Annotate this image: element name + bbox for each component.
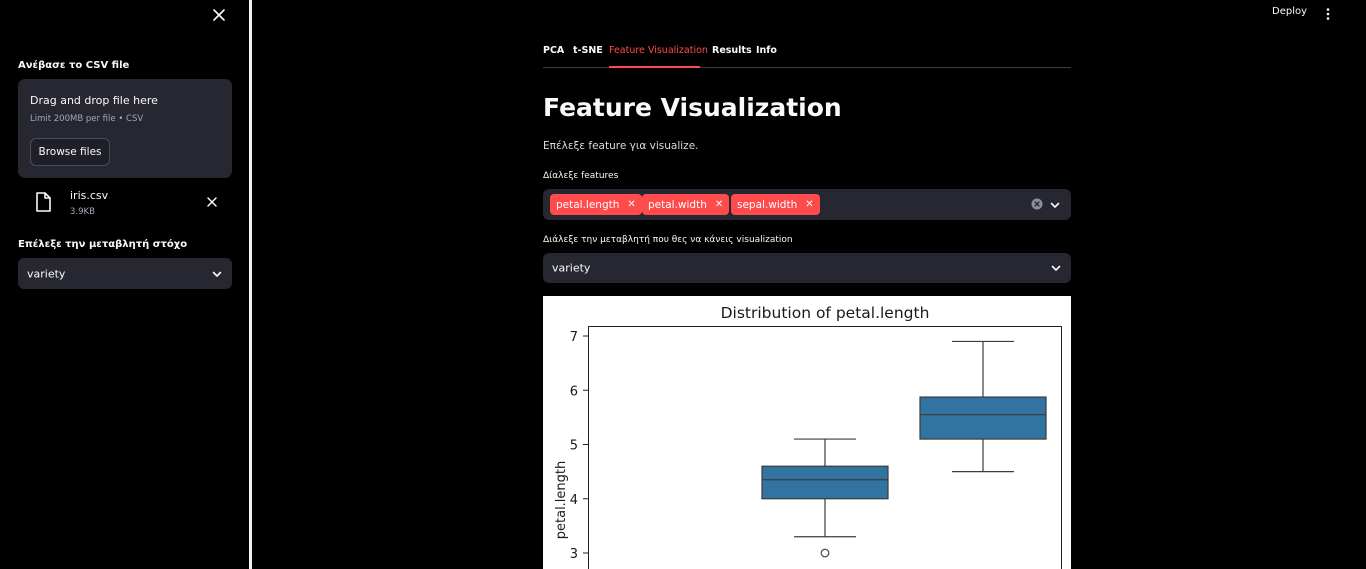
boxplot-chart: Distribution of petal.length petal.lengt…	[554, 304, 1062, 569]
main-menu-icon[interactable]	[1322, 6, 1334, 22]
tab-pca[interactable]: PCA	[543, 45, 565, 56]
tab-feature-visualization[interactable]: Feature Visualization	[609, 45, 708, 56]
tab-info[interactable]: Info	[756, 45, 777, 56]
features-multiselect[interactable]: petal.length ✕ petal.width ✕ sepal.width…	[543, 189, 1071, 220]
y-tick-label: 5	[570, 439, 578, 454]
outlier-point	[820, 548, 830, 558]
remove-file-icon[interactable]	[205, 195, 219, 209]
tab-tsne[interactable]: t-SNE	[573, 45, 603, 56]
sidebar-divider[interactable]	[249, 0, 252, 569]
target-label: Επέλεξε την μεταβλητή στόχο	[18, 239, 188, 250]
box	[761, 465, 889, 500]
dropzone-limit: Limit 200MB per file • CSV	[30, 114, 144, 124]
target-select-value: variety	[27, 267, 66, 280]
close-sidebar-icon[interactable]	[210, 6, 228, 24]
tab-results[interactable]: Results	[712, 45, 752, 56]
chevron-down-icon	[212, 271, 222, 277]
y-tick-label: 4	[570, 493, 578, 508]
target-select[interactable]: variety	[18, 258, 232, 289]
uploaded-file: iris.csv 3.9KB	[18, 186, 232, 222]
upload-label: Ανέβασε το CSV file	[18, 60, 130, 71]
features-label: Δίαλεξε features	[543, 171, 619, 181]
box	[919, 396, 1047, 440]
chevron-down-icon	[1051, 265, 1061, 271]
boxplot-figure: Distribution of petal.length petal.lengt…	[543, 296, 1071, 569]
tab-bar: PCA t-SNE Feature Visualization Results …	[543, 40, 1071, 68]
y-tick-label: 7	[570, 330, 578, 345]
page-title: Feature Visualization	[543, 93, 842, 122]
sidebar: Ανέβασε το CSV file Drag and drop file h…	[0, 0, 249, 569]
clear-all-icon[interactable]	[1031, 198, 1043, 210]
feature-chip: sepal.width ✕	[731, 194, 820, 215]
file-size: 3.9KB	[70, 207, 95, 217]
file-icon	[36, 192, 51, 212]
chart-title: Distribution of petal.length	[721, 304, 930, 322]
y-tick-label: 3	[570, 547, 578, 562]
page-caption: Επέλεξε feature για visualize.	[543, 140, 699, 152]
feature-chip: petal.width ✕	[642, 194, 730, 215]
file-dropzone[interactable]: Drag and drop file here Limit 200MB per …	[18, 79, 232, 178]
feature-chip: petal.length ✕	[550, 194, 642, 215]
dropzone-title: Drag and drop file here	[30, 94, 158, 107]
chevron-down-icon[interactable]	[1049, 199, 1061, 211]
feature-chip-label: petal.length	[556, 198, 620, 211]
plot-area-frame	[588, 326, 1062, 569]
viz-variable-select[interactable]: variety	[543, 253, 1071, 283]
active-tab-indicator	[609, 66, 700, 68]
remove-chip-icon[interactable]: ✕	[805, 199, 814, 210]
y-tick-label: 6	[570, 384, 578, 399]
file-name: iris.csv	[70, 189, 109, 202]
viz-variable-value: variety	[552, 261, 591, 275]
feature-chip-label: petal.width	[648, 198, 707, 211]
feature-chip-label: sepal.width	[737, 198, 798, 211]
browse-files-button[interactable]: Browse files	[30, 138, 110, 166]
viz-variable-label: Διάλεξε την μεταβλητή που θες να κάνεις …	[543, 235, 793, 245]
remove-chip-icon[interactable]: ✕	[714, 199, 724, 210]
y-axis-label: petal.length	[554, 461, 569, 540]
remove-chip-icon[interactable]: ✕	[627, 199, 636, 210]
deploy-button[interactable]: Deploy	[1272, 6, 1308, 17]
